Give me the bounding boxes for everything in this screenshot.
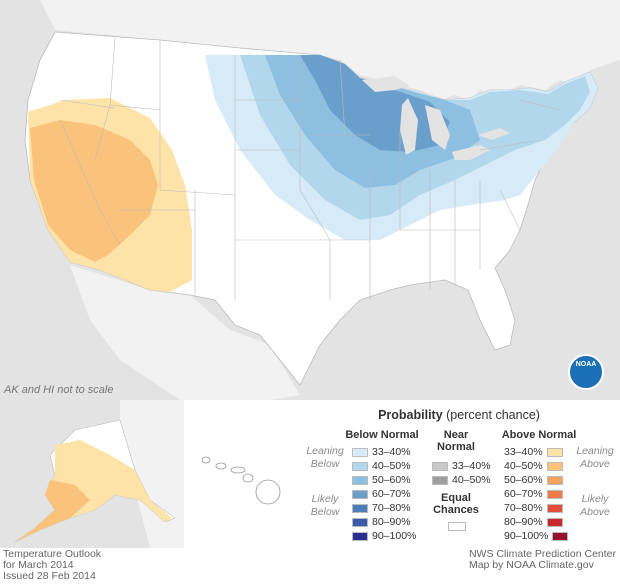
below-normal-header: Below Normal [345,429,419,441]
near-item-0: 33–40% [432,460,491,472]
footer-outlook-info: Temperature Outlook for March 2014 Issue… [3,549,101,582]
swatch-above-6 [552,531,569,541]
swatch-below-0 [352,447,368,457]
legend-title: Probability (percent chance) [378,408,540,422]
below-item-2: 50–60% [352,474,411,486]
hawaii-map-svg [201,456,281,505]
footer-period: for March 2014 [3,559,74,571]
above-item-6: 90–100% [504,530,569,542]
swatch-equal-chances [448,522,466,531]
equal-chances-label: Equal Chances [433,492,479,516]
below-item-5: 80–90% [352,516,411,528]
swatch-above-5 [546,517,563,527]
near-item-1: 40–50% [432,474,491,486]
swatch-above-0 [546,447,563,457]
swatch-above-1 [546,461,563,471]
great-lakes [362,76,510,160]
likely-below-label: Likely Below [310,493,340,518]
swatch-below-1 [352,461,368,471]
swatch-near-1 [432,475,448,485]
above-item-1: 40–50% [504,460,563,472]
below-item-1: 40–50% [352,460,411,472]
leaning-above-label: Leaning Above [576,445,614,470]
below-item-4: 70–80% [352,502,411,514]
conus-map-svg [24,0,620,400]
footer-credits: NWS Climate Prediction Center Map by NOA… [469,549,616,571]
alaska-inset [0,400,184,548]
conus-map: AK and HI not to scale NOAA [0,0,620,400]
footer-map-by: Map by NOAA Climate.gov [468,559,594,571]
mexico-land [70,265,300,400]
swatch-above-3 [546,489,563,499]
footer-issued: Issued 28 Feb 2014 [3,570,96,582]
footer-source: NWS Climate Prediction Center [468,548,616,560]
leaning-below-label: Leaning Below [306,445,344,470]
alaska-map-svg [14,400,184,548]
above-item-3: 60–70% [504,488,563,500]
state-borders [59,37,561,300]
above-normal-header: Above Normal [501,429,577,441]
above-item-5: 80–90% [504,516,563,528]
below-item-6: 90–100% [352,530,416,542]
above-item-4: 70–80% [504,502,563,514]
swatch-below-2 [352,475,368,485]
swatch-above-2 [546,475,563,485]
above-40-50-zone [30,120,158,262]
swatch-above-4 [546,503,563,513]
canada-land [40,0,620,100]
hawaii-inset [186,400,296,548]
above-item-0: 33–40% [504,446,563,458]
alaska-above-40-50 [15,480,90,542]
swatch-below-4 [352,503,368,513]
near-normal-header: Near Normal [437,429,475,453]
swatch-near-0 [432,461,448,471]
canada-land-ak [120,400,184,548]
likely-above-label: Likely Above [580,493,610,518]
footer-title: Temperature Outlook [3,548,102,560]
hawaii-islands [201,456,281,505]
below-item-3: 60–70% [352,488,411,500]
legend: Probability (percent chance) Below Norma… [298,400,620,548]
swatch-below-5 [352,517,368,527]
swatch-below-3 [352,489,368,499]
swatch-below-6 [352,531,368,541]
scale-note: AK and HI not to scale [4,384,114,396]
above-item-2: 50–60% [504,474,563,486]
noaa-logo: NOAA [568,354,604,390]
below-item-0: 33–40% [352,446,411,458]
